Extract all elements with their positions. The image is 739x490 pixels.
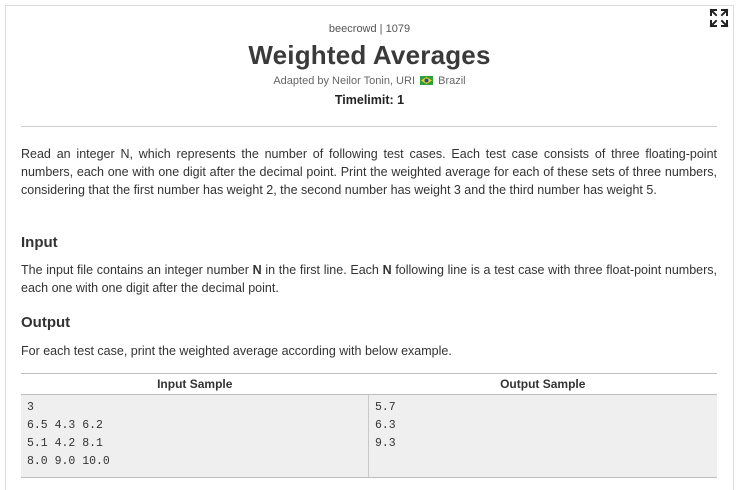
output-heading: Output [21,314,71,331]
input-sample-line: 3 [27,401,34,414]
expand-icon[interactable] [708,7,730,29]
input-sample-header: Input Sample [21,373,369,395]
input-sample-line: 8.0 9.0 10.0 [27,455,110,468]
output-sample: 5.7 6.3 9.3 [368,394,717,478]
divider [21,126,717,127]
output-description: For each test case, print the weighted a… [21,344,452,358]
input-bold-1: N [252,263,262,277]
country-text: Brazil [438,75,466,87]
samples-table: Input Sample Output Sample 3 6.5 4.3 6.2… [21,373,717,478]
author-text: Adapted by Neilor Tonin, URI [273,75,415,87]
input-text-1: The input file contains an integer numbe… [21,263,253,277]
input-text-2: in the first line. Each [261,263,383,277]
output-sample-line: 6.3 [375,419,396,432]
timelimit: Timelimit: 1 [334,93,405,107]
input-text-3: following line is a test case with three… [21,263,718,295]
problem-source: beecrowd | 1079 [328,23,411,35]
input-bold-2: N [382,263,392,277]
output-sample-header: Output Sample [368,373,717,395]
page-title: Weighted Averages [248,40,491,70]
input-sample-line: 6.5 4.3 6.2 [27,419,103,432]
input-sample-line: 5.1 4.2 8.1 [27,437,103,450]
input-heading: Input [21,234,58,251]
input-description: The input file contains an integer numbe… [21,261,717,297]
problem-description: Read an integer N, which represents the … [21,147,717,197]
output-sample-line: 5.7 [375,401,396,414]
author-line: Adapted by Neilor Tonin, URI Brazil [0,75,739,87]
output-sample-line: 9.3 [375,437,396,450]
input-sample: 3 6.5 4.3 6.2 5.1 4.2 8.1 8.0 9.0 10.0 [21,394,369,478]
brazil-flag-icon [420,76,434,85]
